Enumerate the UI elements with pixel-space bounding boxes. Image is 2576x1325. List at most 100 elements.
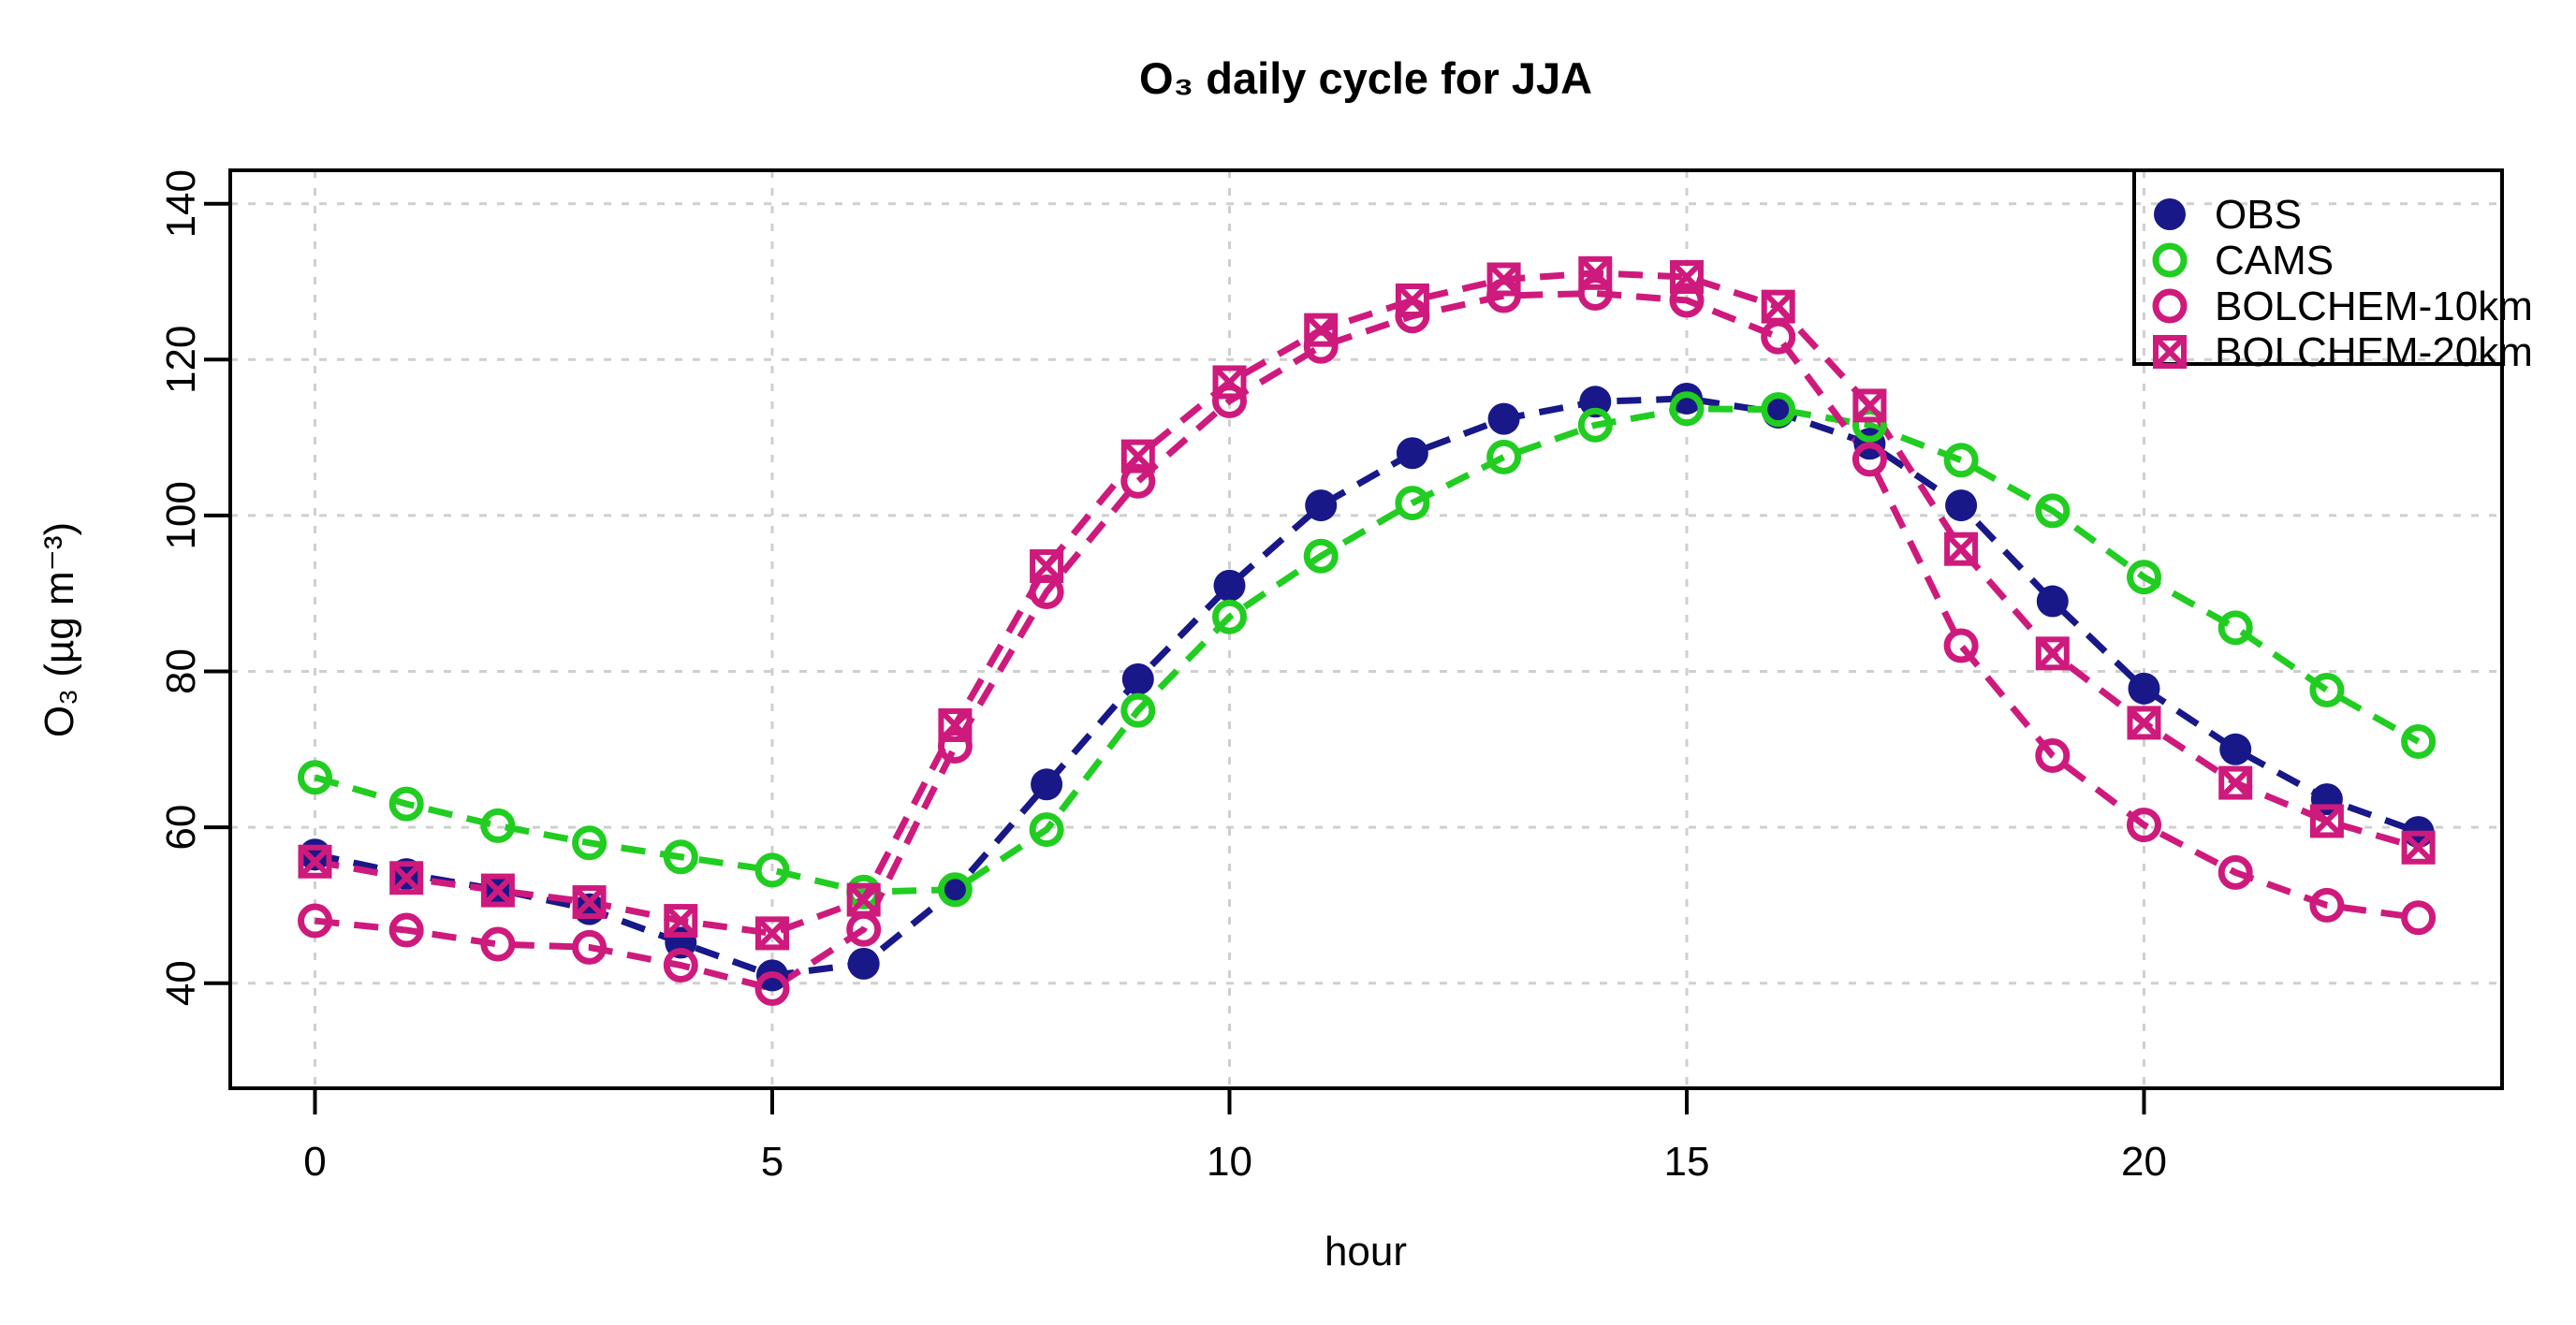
series-bolchem-10km-marker bbox=[2035, 737, 2071, 773]
series-bolchem-10km-marker bbox=[480, 926, 516, 962]
square-x-box bbox=[1395, 283, 1429, 317]
series-bolchem-20km-marker bbox=[572, 885, 607, 920]
y-axis-label: O₃ (µg m⁻³) bbox=[37, 522, 82, 737]
series-bolchem-20km-marker bbox=[1761, 289, 1795, 324]
series-bolchem-10km-marker bbox=[2401, 900, 2437, 936]
square-x-box bbox=[2218, 765, 2253, 800]
series-cams-marker bbox=[2401, 723, 2437, 759]
series-obs-marker bbox=[1945, 489, 1978, 522]
series-bolchem-20km-marker bbox=[1486, 262, 1521, 297]
series-cams-marker bbox=[1029, 812, 1064, 848]
square-x-diag bbox=[1579, 256, 1612, 289]
x-tick-label: 10 bbox=[1207, 1139, 1252, 1185]
series-bolchem-20km-marker bbox=[1670, 260, 1704, 295]
square-x-diag bbox=[390, 862, 423, 895]
series-bolchem-20km-marker bbox=[2127, 706, 2161, 740]
legend-symbol-open-circle bbox=[2152, 288, 2188, 324]
series-bolchem-10km-marker bbox=[388, 912, 424, 948]
square-x-box bbox=[1030, 549, 1064, 584]
square-x-box bbox=[2401, 830, 2436, 865]
y-tick-label: 40 bbox=[158, 960, 204, 1006]
series-cams-marker bbox=[937, 872, 973, 908]
x-tick-label: 0 bbox=[303, 1139, 326, 1185]
x-tick-labels: 0 5 10 15 20 bbox=[303, 1139, 2167, 1185]
series-bolchem-20km-marker bbox=[755, 916, 789, 951]
square-x-diag bbox=[1121, 440, 1154, 473]
series-bolchem-20km-marker bbox=[1212, 365, 1247, 400]
axis-ticks bbox=[204, 201, 2146, 1114]
series-bolchem-20km-marker bbox=[2309, 804, 2344, 838]
square-x-diag bbox=[1213, 366, 1246, 399]
series-bolchem-20km-marker bbox=[1852, 388, 1887, 423]
y-tick-label: 120 bbox=[158, 326, 204, 394]
series-obs-marker bbox=[2219, 733, 2252, 765]
series-bolchem-10km-marker bbox=[1120, 463, 1156, 499]
square-x-diag bbox=[2402, 831, 2435, 864]
x-axis-label: hour bbox=[1325, 1229, 1407, 1274]
series-bolchem-20km-marker bbox=[389, 861, 424, 895]
square-x-box bbox=[2153, 335, 2187, 369]
series-bolchem-10km-marker bbox=[1761, 319, 1796, 355]
series-cams-marker bbox=[663, 839, 698, 875]
legend-symbol-square-x bbox=[2153, 335, 2187, 369]
series-cams-marker bbox=[298, 760, 332, 795]
square-x-box bbox=[2035, 636, 2070, 671]
square-x-diag bbox=[1670, 260, 1704, 294]
series-obs-marker bbox=[1031, 768, 1063, 801]
series-bolchem-10km-marker bbox=[1212, 383, 1247, 418]
series-bolchem-20km-marker bbox=[1120, 439, 1155, 473]
series-cams-marker bbox=[754, 852, 790, 888]
series-cams-marker bbox=[1120, 692, 1156, 728]
legend-label: BOLCHEM-20km bbox=[2215, 329, 2533, 375]
gridlines bbox=[230, 170, 2502, 1088]
square-x-diag bbox=[573, 885, 606, 919]
square-x-box bbox=[938, 707, 973, 742]
square-x-diag bbox=[1487, 263, 1520, 296]
x-tick-label: 15 bbox=[1664, 1139, 1710, 1185]
y-tick-label: 100 bbox=[158, 481, 204, 549]
series-cams-marker bbox=[2309, 672, 2345, 707]
series-cams-marker bbox=[1395, 486, 1430, 521]
series-bolchem-20km-markers bbox=[298, 255, 2436, 951]
series-bolchem-20km-marker bbox=[1578, 255, 1613, 290]
plot-box bbox=[228, 168, 2504, 1090]
series-cams-marker bbox=[1852, 407, 1887, 443]
square-x-diag bbox=[1305, 313, 1338, 346]
series-bolchem-20km-marker bbox=[1944, 531, 1979, 566]
square-x-diag bbox=[2219, 766, 2252, 799]
series-bolchem-20km-marker bbox=[480, 873, 515, 908]
series-bolchem-20km-marker bbox=[298, 844, 332, 879]
square-x-box bbox=[1578, 255, 1613, 290]
series-cams-marker bbox=[1212, 599, 1247, 634]
square-x-box bbox=[1670, 260, 1704, 295]
series-bolchem-20km-marker bbox=[1304, 313, 1339, 347]
series-bolchem-10km-marker bbox=[937, 728, 973, 764]
square-x-box bbox=[572, 885, 607, 920]
square-x-diag bbox=[847, 883, 880, 916]
series-obs-marker bbox=[1213, 569, 1246, 602]
series-obs-marker bbox=[2036, 585, 2069, 618]
series-bolchem-10km-marker bbox=[1577, 275, 1613, 311]
square-x-diag bbox=[2036, 637, 2069, 670]
square-x-diag bbox=[1762, 290, 1794, 323]
series-bolchem-10km-marker bbox=[1943, 628, 1979, 663]
square-x-diag bbox=[2128, 706, 2160, 739]
series-bolchem-10km-line bbox=[315, 289, 2420, 993]
series-bolchem-20km-marker bbox=[2401, 830, 2436, 865]
series-obs-line bbox=[314, 395, 2420, 979]
series-bolchem-10km-marker bbox=[298, 903, 332, 939]
square-x-box bbox=[2309, 804, 2344, 838]
square-x-box bbox=[389, 861, 424, 895]
chart-title: O₃ daily cycle for JJA bbox=[1139, 53, 1592, 103]
series-cams-marker bbox=[1761, 392, 1796, 428]
y-tick-labels: 40 60 80 100 120 140 bbox=[158, 169, 204, 1006]
square-x-diag bbox=[939, 708, 972, 742]
series-cams-marker bbox=[572, 825, 607, 861]
series-bolchem-10km-marker bbox=[754, 971, 790, 1007]
legend-symbol-open-circle bbox=[2152, 242, 2188, 278]
square-x-diag bbox=[1944, 532, 1978, 565]
series-bolchem-20km-line bbox=[314, 269, 2420, 937]
series-obs-marker bbox=[1579, 386, 1612, 418]
